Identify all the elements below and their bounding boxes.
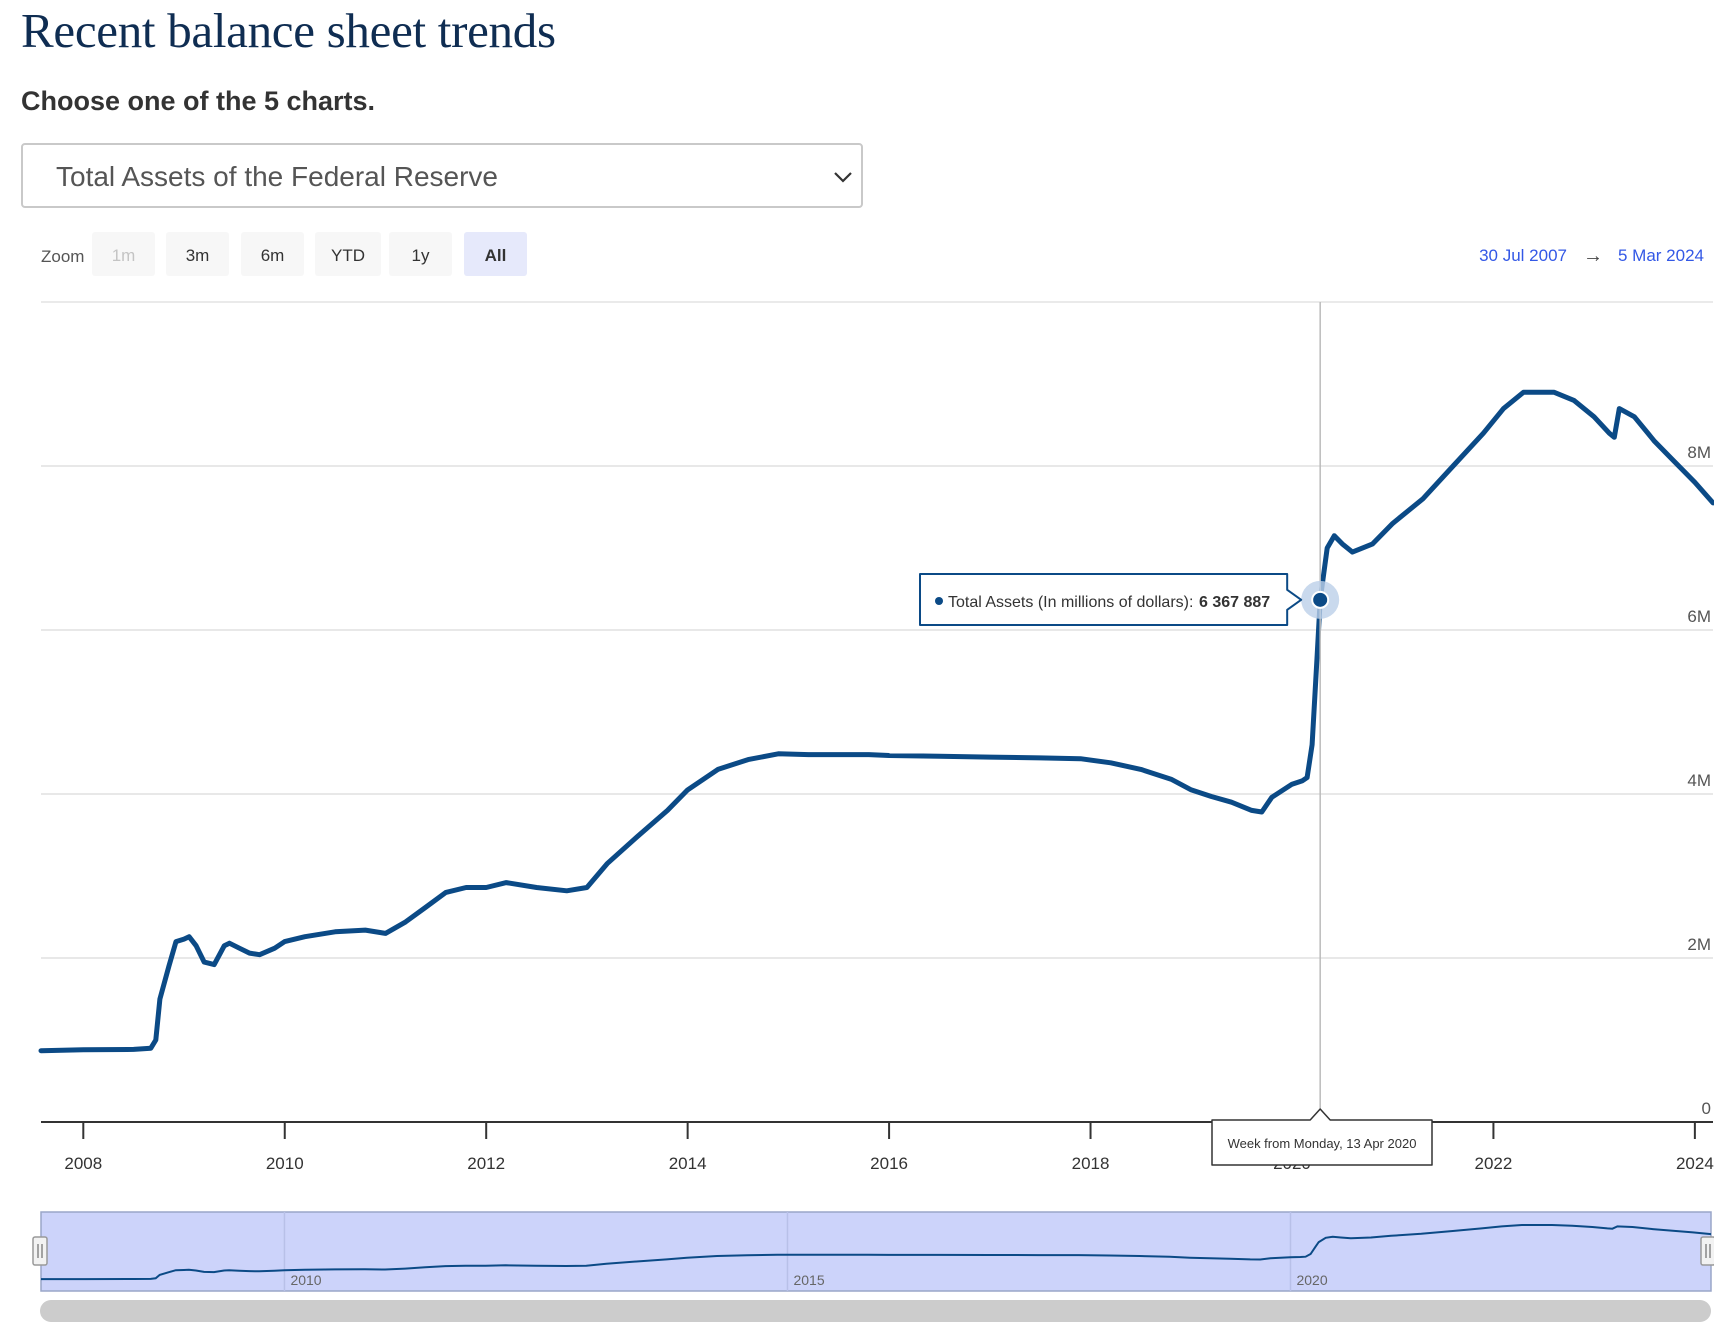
zoom-button-1m: 1m (92, 232, 155, 276)
zoom-label: Zoom (41, 247, 84, 266)
zoom-button-bg (389, 232, 452, 276)
x-tick-label: 2016 (870, 1154, 908, 1173)
zoom-button-bg (315, 232, 381, 276)
x-tick-label: 2018 (1072, 1154, 1110, 1173)
zoom-button-label: 3m (186, 246, 210, 265)
navigator-series-line (41, 1224, 1712, 1281)
navigator-tick-label: 2020 (1296, 1272, 1327, 1288)
zoom-button-3m[interactable]: 3m (166, 232, 229, 276)
date-tooltip: Week from Monday, 13 Apr 2020 (1211, 1108, 1433, 1166)
zoom-button-label: 1m (112, 246, 136, 265)
hover-point[interactable] (1311, 590, 1330, 609)
x-tick-label: 2022 (1475, 1154, 1513, 1173)
zoom-button-1y[interactable]: 1y (389, 232, 452, 276)
chart-select-dropdown[interactable]: Total Assets of the Federal Reserve (21, 143, 863, 208)
tooltip-series-label: Total Assets (In millions of dollars): (948, 594, 1193, 611)
y-tick-label: 4M (1687, 771, 1711, 790)
zoom-button-bg (464, 232, 527, 276)
x-tick-label: 2014 (669, 1154, 707, 1173)
date-tooltip-label: Week from Monday, 13 Apr 2020 (1228, 1136, 1417, 1151)
navigator-right-handle[interactable] (1700, 1236, 1714, 1266)
zoom-button-label: 6m (261, 246, 285, 265)
zoom-button-bg (166, 232, 229, 276)
page-title: Recent balance sheet trends (21, 3, 556, 58)
tooltip-value: 6 367 887 (1199, 594, 1270, 611)
series-line-total-assets (38, 389, 1714, 1054)
navigator-tick-label: 2010 (290, 1272, 321, 1288)
range-from-date[interactable]: 30 Jul 2007 (1479, 246, 1567, 265)
zoom-button-bg (92, 232, 155, 276)
navigator[interactable]: 2010 2015 2020 (32, 1211, 1714, 1292)
chart-chooser-prompt: Choose one of the 5 charts. (21, 86, 376, 116)
y-tick-label: 0 (1702, 1099, 1711, 1118)
y-tick-label: 8M (1687, 443, 1711, 462)
x-tick-label: 2012 (467, 1154, 505, 1173)
tooltip-series-dot (935, 597, 943, 605)
chevron-down-icon (834, 172, 852, 183)
navigator-handle-body (1700, 1236, 1714, 1266)
zoom-button-label: YTD (331, 246, 365, 265)
navigator-scrollbar[interactable] (40, 1300, 1711, 1322)
range-arrow: → (1583, 245, 1603, 267)
zoom-button-bg (241, 232, 304, 276)
chart-select-value: Total Assets of the Federal Reserve (56, 161, 498, 192)
x-tick-label: 2010 (266, 1154, 304, 1173)
navigator-tick-label: 2015 (793, 1272, 824, 1288)
tooltip-box (919, 573, 1303, 626)
zoom-button-label: 1y (412, 246, 430, 265)
range-to-date[interactable]: 5 Mar 2024 (1618, 246, 1704, 265)
navigator-selected-range[interactable] (40, 1211, 1712, 1292)
zoom-button-ytd[interactable]: YTD (315, 232, 381, 276)
zoom-button-6m[interactable]: 6m (241, 232, 304, 276)
navigator-left-handle[interactable] (32, 1236, 48, 1266)
x-tick-label: 2008 (64, 1154, 102, 1173)
date-tooltip-box (1211, 1108, 1433, 1166)
zoom-button-all[interactable]: All (464, 232, 527, 276)
series-tooltip: Total Assets (In millions of dollars): 6 … (919, 573, 1303, 626)
navigator-handle-body (32, 1236, 48, 1266)
zoom-button-label: All (485, 246, 507, 265)
y-tick-label: 6M (1687, 607, 1711, 626)
y-tick-label: 2M (1687, 935, 1711, 954)
x-tick-label: 2024 (1676, 1154, 1714, 1173)
